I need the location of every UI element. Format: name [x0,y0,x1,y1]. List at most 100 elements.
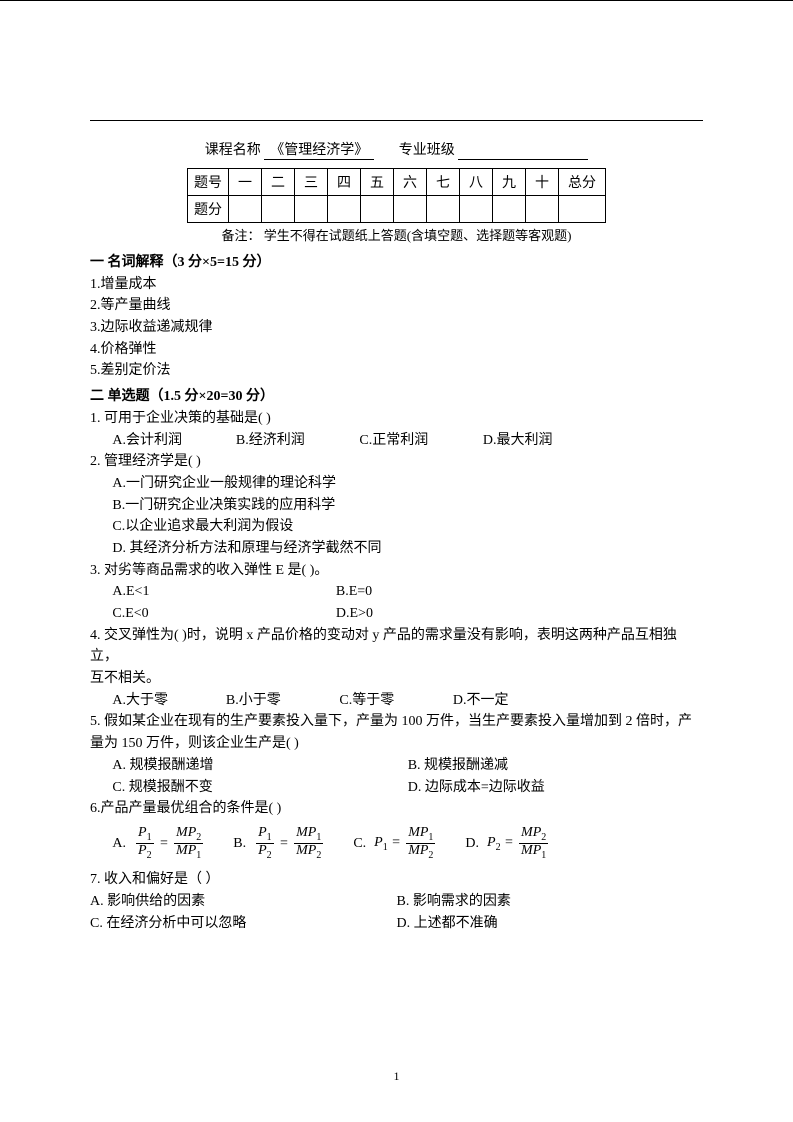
opt-d: D.最大利润 [483,430,603,452]
header-line: 课程名称 《管理经济学》 专业班级 [90,139,703,160]
opt-b: B.经济利润 [236,430,356,452]
opt-c: C.等于零 [339,690,449,712]
score-cell[interactable] [295,196,328,223]
course-label: 课程名称 [205,143,261,158]
opt-a: A.一门研究企业一般规律的理论科学 [90,473,703,495]
eq-sym: P [487,835,496,850]
score-cell[interactable] [493,196,526,223]
score-cell[interactable] [394,196,427,223]
opt-d: D. P2 = MP2MP1 [465,826,550,862]
q1-options: A.会计利润 B.经济利润 C.正常利润 D.最大利润 [90,430,703,452]
row-label: 题号 [188,169,229,196]
score-cell[interactable] [526,196,559,223]
score-cell[interactable] [262,196,295,223]
eq-sub: 2 [541,832,546,843]
score-cell[interactable] [361,196,394,223]
q3-options-row1: A.E<1 B.E=0 [90,581,703,603]
eq-sym: MP [176,825,196,840]
opt-b: B. 影响需求的因素 [397,891,704,913]
q5-text-1: 5. 假如某企业在现有的生产要素投入量下，产量为 100 万件，当生产要素投入量… [90,711,703,733]
eq-sym: MP [408,843,428,858]
opt-a: A. P1P2 = MP2MP1 [112,826,205,862]
opt-d: D. 上述都不准确 [397,913,704,935]
opt-label: C. [353,833,366,855]
term-item: 4.价格弹性 [90,339,703,361]
col-head: 八 [460,169,493,196]
section-2-title: 二 单选题（1.5 分×20=30 分） [90,386,703,408]
score-cell[interactable] [427,196,460,223]
eq-sub: 1 [428,832,433,843]
q7-options-row2: C. 在经济分析中可以忽略 D. 上述都不准确 [90,913,703,935]
q2-text: 2. 管理经济学是( ) [90,451,703,473]
opt-label: B. [233,833,246,855]
content: 一 名词解释（3 分×5=15 分） 1.增量成本 2.等产量曲线 3.边际收益… [90,252,703,935]
col-head: 五 [361,169,394,196]
section-1-title: 一 名词解释（3 分×5=15 分） [90,252,703,274]
score-cell[interactable] [328,196,361,223]
q7-options-row1: A. 影响供给的因素 B. 影响需求的因素 [90,891,703,913]
course-name: 《管理经济学》 [264,139,374,160]
class-field[interactable] [458,146,588,160]
opt-c: C.正常利润 [359,430,479,452]
eq-sym: MP [296,825,316,840]
table-row: 题号 一 二 三 四 五 六 七 八 九 十 总分 [188,169,606,196]
eq-sym: MP [296,843,316,858]
eq-sub: 1 [147,832,152,843]
eq-sub: 1 [541,850,546,861]
eq-sub: 2 [147,850,152,861]
eq-sub: 1 [196,850,201,861]
q7-text: 7. 收入和偏好是（ ） [90,869,703,891]
opt-label: D. [465,833,479,855]
score-cell[interactable] [229,196,262,223]
opt-a: A. 规模报酬递增 [112,755,407,777]
opt-a: A.会计利润 [112,430,232,452]
q1-text: 1. 可用于企业决策的基础是( ) [90,408,703,430]
term-item: 3.边际收益递减规律 [90,317,703,339]
eq-sym: MP [408,825,428,840]
class-label: 专业班级 [399,143,455,158]
col-head: 三 [295,169,328,196]
opt-d: D.E>0 [336,606,373,621]
eq-sub: 2 [316,850,321,861]
row-label: 题分 [188,196,229,223]
eq-sub: 1 [316,832,321,843]
q6-text: 6.产品产量最优组合的条件是( ) [90,798,703,820]
opt-d: D. 其经济分析方法和原理与经济学截然不同 [90,538,703,560]
opt-b: B. 规模报酬递减 [408,755,703,777]
term-item: 5.差别定价法 [90,360,703,382]
note-text: 备注： 学生不得在试题纸上答题(含填空题、选择题等客观题) [90,225,703,244]
q5-text-2: 量为 150 万件，则该企业生产是( ) [90,733,703,755]
q4-text-1: 4. 交叉弹性为( )时，说明 x 产品价格的变动对 y 产品的需求量没有影响，… [90,625,703,668]
opt-c: C. P1 = MP1MP2 [353,826,437,862]
eq-sym: P [258,825,267,840]
eq-sub: 2 [267,850,272,861]
opt-c: C.E<0 [112,603,332,625]
opt-c: C. 规模报酬不变 [112,777,407,799]
eq-sym: P [138,843,147,858]
eq-sym: MP [176,843,196,858]
score-table: 题号 一 二 三 四 五 六 七 八 九 十 总分 题分 [187,168,606,223]
opt-a: A. 影响供给的因素 [90,891,397,913]
score-cell[interactable] [460,196,493,223]
eq-sub: 1 [267,832,272,843]
opt-c: C. 在经济分析中可以忽略 [90,913,397,935]
opt-b: B. P1P2 = MP1MP2 [233,826,325,862]
col-head: 一 [229,169,262,196]
opt-a: A.大于零 [112,690,222,712]
q3-options-row2: C.E<0 D.E>0 [90,603,703,625]
opt-b: B.E=0 [336,584,372,599]
eq-sym: P [374,835,383,850]
col-head: 四 [328,169,361,196]
q4-text-2: 互不相关。 [90,668,703,690]
score-cell[interactable] [559,196,606,223]
eq-sub: 1 [383,842,388,853]
opt-b: B.一门研究企业决策实践的应用科学 [90,495,703,517]
opt-d: D.不一定 [453,690,563,712]
eq-sub: 2 [428,850,433,861]
eq-sub: 2 [496,842,501,853]
opt-d: D. 边际成本=边际收益 [408,777,703,799]
page: 课程名称 《管理经济学》 专业班级 题号 一 二 三 四 五 六 七 八 九 十… [0,0,793,975]
term-item: 1.增量成本 [90,274,703,296]
col-head: 二 [262,169,295,196]
col-head: 十 [526,169,559,196]
